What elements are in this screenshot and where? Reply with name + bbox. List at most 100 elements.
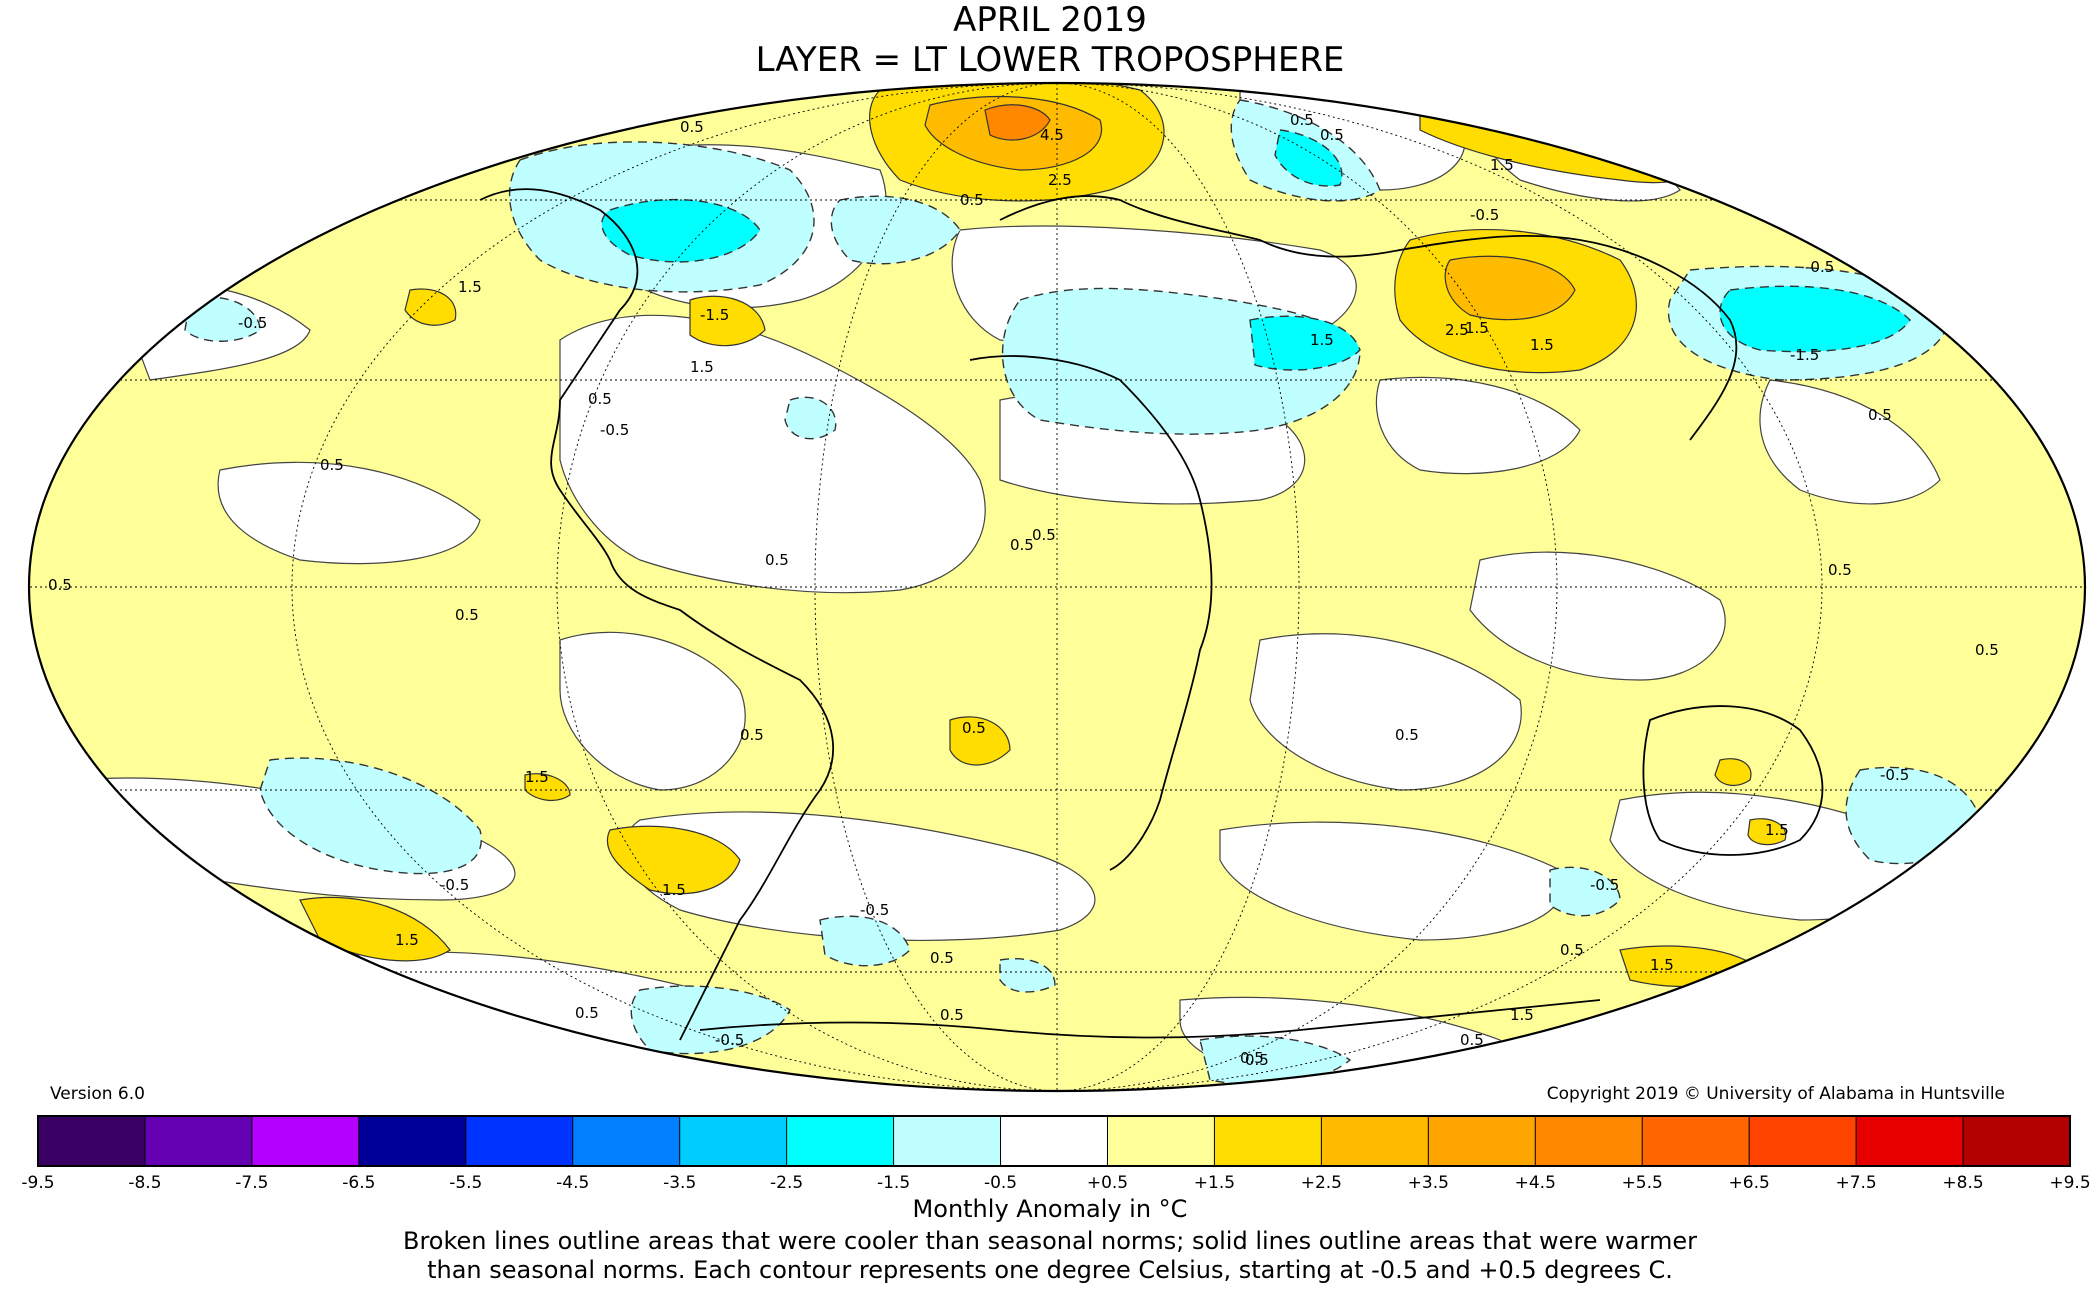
contour-label: 0.5 [1290,111,1314,129]
contour-label: 1.5 [1310,331,1334,349]
colorbar-tick-label: +2.5 [1301,1173,1342,1193]
contour-label: 1.5 [1765,821,1789,839]
contour-label: -0.5 [1590,876,1619,894]
contour-label: -0.5 [238,314,267,332]
contour-label: 0.5 [930,949,954,967]
colorbar-tick-label: -3.5 [663,1173,696,1193]
contour-label: 0.5 [575,1004,599,1022]
colorbar-tick-label: +8.5 [1942,1173,1983,1193]
colorbar-tick-label: +5.5 [1622,1173,1663,1193]
contour-label: 0.5 [1560,941,1584,959]
contour-label: 0.5 [960,191,984,209]
contour-label: -1.5 [700,306,729,324]
colorbar-swatch [251,1115,360,1167]
colorbar-tick-label: -0.5 [984,1173,1017,1193]
contour-label: 0.5 [740,726,764,744]
map-subtitle: LAYER = LT LOWER TROPOSPHERE [755,40,1345,80]
contour-label: 0.5 [1240,1049,1264,1067]
colorbar-tick-label: -9.5 [21,1173,54,1193]
contour-label: 0.5 [455,606,479,624]
contour-label: -0.5 [860,901,889,919]
contour-label: 0.5 [1032,526,1056,544]
contour-label: 0.5 [1975,641,1999,659]
contour-label: 0.5 [1868,406,1892,424]
colorbar-tick-label: -7.5 [235,1173,268,1193]
contour-label: 1.5 [525,768,549,786]
colorbar-tick-label: +9.5 [2049,1173,2090,1193]
colorbar-tick-label: -2.5 [770,1173,803,1193]
colorbar-tick-label: +7.5 [1835,1173,1876,1193]
contour-label: 1.5 [1530,336,1554,354]
contour-label: 1.5 [1490,156,1514,174]
colorbar-tick-label: +1.5 [1194,1173,1235,1193]
contour-label: 1.5 [1465,319,1489,337]
contour-label: 0.5 [962,719,986,737]
warm-peak-region [984,104,1051,141]
strong-cool-cores [601,129,1911,371]
contour-label: -0.5 [600,421,629,439]
colorbar-frame [37,1115,2071,1167]
contour-label: 4.5 [1040,126,1064,144]
contour-label: 0.5 [680,118,704,136]
colorbar-tick-label: +6.5 [1729,1173,1770,1193]
colorbar: -9.5 -8.5 -7.5 -6.5 -5.5 -4.5 -3.5 -2.5 -1.5 -0.5… [21,1115,2091,1193]
contour-label: -1.5 [1790,346,1819,364]
colorbar-swatch [1641,1115,1751,1167]
colorbar-tick-label: -5.5 [449,1173,482,1193]
contour-label: 0.5 [1245,1051,1269,1069]
contour-label: 1.5 [1510,1006,1534,1024]
colorbar-title: Monthly Anomaly in °C [912,1195,1188,1223]
contour-label: -0.5 [715,1031,744,1049]
contour-label: 0.5 [940,1006,964,1024]
colorbar-swatch [144,1115,253,1167]
contour-label: 0.5 [1828,561,1852,579]
contour-label: 0.5 [1010,536,1034,554]
contour-label: 1.5 [395,931,419,949]
contour-label: 0.5 [1460,1031,1484,1049]
colorbar-swatch [572,1115,681,1167]
version-label: Version 6.0 [50,1084,145,1104]
colorbar-tick-label: -8.5 [128,1173,161,1193]
legend-note-line-2: than seasonal norms. Each contour repres… [427,1256,1673,1284]
copyright-label: Copyright 2019 © University of Alabama i… [1546,1084,2005,1104]
contour-label-group: 0.5 1.5 2.5 4.5 -0.5 -1.5 0.5 1.5 0.5 -0… [48,111,1999,1069]
colorbar-swatch [37,1115,146,1167]
colorbar-tick-label: -1.5 [877,1173,910,1193]
colorbar-tick-label: -6.5 [342,1173,375,1193]
contour-label: 0.5 [588,390,612,408]
colorbar-swatch [1962,1115,2071,1167]
colorbar-swatch [465,1115,574,1167]
colorbar-swatch [1213,1115,1323,1167]
contour-label: 2.5 [1445,321,1469,339]
contour-label: 0.5 [320,456,344,474]
contour-label: -0.5 [1805,258,1834,276]
contour-label: -0.5 [1470,206,1499,224]
colorbar-swatch [1000,1115,1109,1167]
colorbar-swatch [1855,1115,1965,1167]
colorbar-swatch [1427,1115,1537,1167]
contour-label: -0.5 [440,876,469,894]
colorbar-swatch [358,1115,467,1167]
colorbar-swatch [679,1115,788,1167]
colorbar-swatch [1748,1115,1858,1167]
contour-label: 2.5 [1048,171,1072,189]
colorbar-swatch [1320,1115,1430,1167]
map-title: APRIL 2019 [953,0,1147,40]
colorbar-swatch [893,1115,1002,1167]
colorbar-tick-label: +4.5 [1515,1173,1556,1193]
contour-label: 1.5 [1650,956,1674,974]
colorbar-tick-label: +3.5 [1408,1173,1449,1193]
contour-label: 1.5 [662,881,686,899]
contour-label: 0.5 [1395,726,1419,744]
colorbar-tick-label: -4.5 [556,1173,589,1193]
anomaly-map: 0.5 1.5 2.5 4.5 -0.5 -1.5 0.5 1.5 0.5 -0… [27,81,2087,1093]
contour-label: 0.5 [765,551,789,569]
contour-label: 0.5 [48,576,72,594]
colorbar-swatch [1106,1115,1216,1167]
colorbar-swatch [1534,1115,1644,1167]
contour-label: 1.5 [690,358,714,376]
colorbar-swatch [786,1115,895,1167]
contour-label: 1.5 [458,278,482,296]
contour-label: 0.5 [1320,126,1344,144]
continent-outlines [479,188,1824,1041]
